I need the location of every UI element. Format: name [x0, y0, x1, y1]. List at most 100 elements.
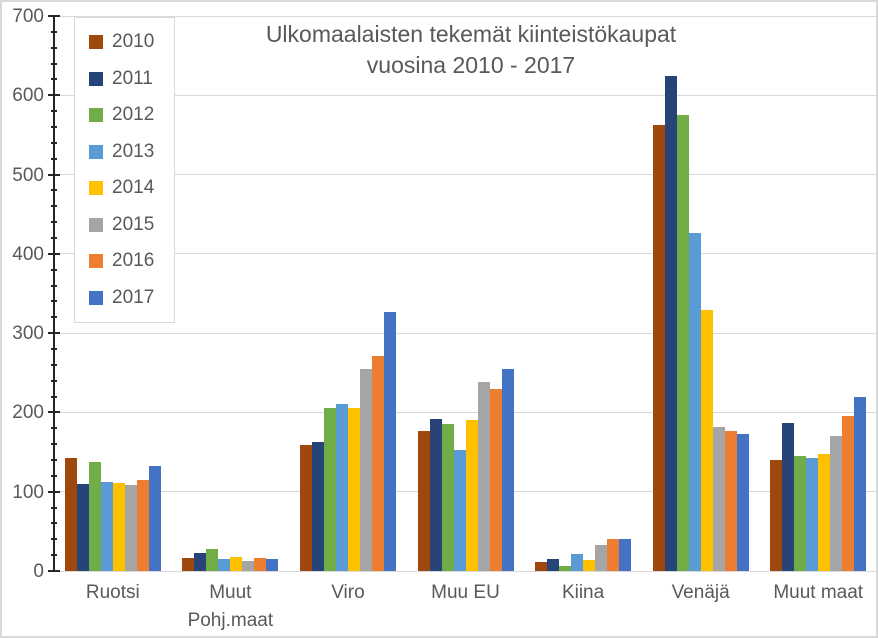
- x-category-label-muut-pohj-maat: Muut Pohj.maat: [187, 582, 274, 631]
- minor-tick-540: [51, 141, 57, 144]
- minor-tick-360: [51, 284, 57, 287]
- y-tick-label-0: 0: [33, 561, 44, 582]
- minor-tick-220: [51, 395, 57, 398]
- major-tick-300: [48, 332, 60, 335]
- y-tick-label-200: 200: [12, 402, 44, 424]
- x-category-label-ruotsi: Ruotsi: [85, 582, 140, 603]
- bar-2013-ruotsi: [100, 482, 113, 571]
- gridline-300: [54, 332, 876, 334]
- minor-tick-260: [51, 363, 57, 366]
- legend-item-2016: 2016: [89, 250, 174, 272]
- bar-2016-ruotsi: [136, 480, 149, 571]
- major-tick-200: [48, 411, 60, 414]
- minor-tick-160: [51, 443, 57, 446]
- x-category-label-venäjä: Venäjä: [671, 582, 730, 603]
- bar-2010-muut-pohj-maat: [182, 558, 195, 571]
- bar-2015-ruotsi: [124, 485, 137, 571]
- bar-2010-venäjä: [652, 125, 665, 571]
- bar-2014-muut-maat: [818, 454, 831, 571]
- bar-2014-muut-pohj-maat: [230, 557, 243, 571]
- bar-2013-venäjä: [688, 233, 701, 571]
- minor-tick-40: [51, 538, 57, 541]
- legend-label-2014: 2014: [112, 177, 155, 199]
- legend-swatch-2016: [89, 254, 103, 269]
- bar-2011-viro: [311, 442, 324, 571]
- legend-swatch-2011: [89, 71, 103, 86]
- y-tick-label-300: 300: [12, 323, 44, 345]
- legend: 2010 2011 2012 2013 2014 2015 2016 2017: [74, 17, 175, 323]
- minor-tick-640: [51, 62, 57, 65]
- gridline-600: [54, 94, 876, 96]
- gridline-200: [54, 411, 876, 413]
- legend-label-2010: 2010: [112, 31, 155, 53]
- legend-swatch-2010: [89, 35, 103, 50]
- bar-2017-muut-maat: [854, 397, 867, 571]
- minor-tick-480: [51, 189, 57, 192]
- minor-tick-320: [51, 316, 57, 319]
- minor-tick-20: [51, 554, 57, 557]
- bar-2015-muut-maat: [830, 436, 843, 571]
- bar-2017-venäjä: [736, 434, 749, 571]
- bar-2010-muu-eu: [417, 431, 430, 571]
- legend-item-2017: 2017: [89, 287, 174, 309]
- minor-tick-620: [51, 78, 57, 81]
- legend-item-2012: 2012: [89, 104, 174, 126]
- bar-2017-muu-eu: [501, 369, 514, 571]
- gridline-500: [54, 174, 876, 176]
- bar-2013-muut-pohj-maat: [218, 559, 231, 571]
- legend-item-2013: 2013: [89, 141, 174, 163]
- bar-2017-kiina: [619, 539, 632, 571]
- bar-2011-muu-eu: [429, 419, 442, 571]
- bar-2011-muut-pohj-maat: [194, 553, 207, 571]
- bar-2016-muut-maat: [842, 416, 855, 571]
- bar-2014-muu-eu: [465, 420, 478, 571]
- chart-subtitle: vuosina 2010 - 2017: [366, 52, 576, 78]
- minor-tick-660: [51, 46, 57, 49]
- legend-label-2015: 2015: [112, 213, 155, 235]
- x-category-label-muut-maat: Muut maat: [773, 582, 864, 603]
- major-tick-500: [48, 173, 60, 176]
- x-category-label-muu-eu: Muu EU: [431, 582, 500, 603]
- minor-tick-60: [51, 522, 57, 525]
- y-tick-label-700: 700: [12, 6, 44, 27]
- bar-2011-ruotsi: [76, 484, 89, 571]
- minor-tick-340: [51, 300, 57, 303]
- bar-2014-ruotsi: [112, 483, 125, 571]
- legend-swatch-2014: [89, 181, 103, 196]
- legend-item-2014: 2014: [89, 177, 174, 199]
- bar-2017-viro: [383, 312, 396, 571]
- bar-2012-muu-eu: [441, 424, 454, 571]
- bar-2014-kiina: [583, 560, 596, 571]
- bar-2013-kiina: [571, 554, 584, 571]
- legend-swatch-2017: [89, 290, 103, 305]
- major-tick-100: [48, 490, 60, 493]
- minor-tick-120: [51, 474, 57, 477]
- minor-tick-140: [51, 459, 57, 461]
- bar-2011-venäjä: [664, 76, 677, 571]
- minor-tick-420: [51, 237, 57, 239]
- gridline-700: [54, 15, 876, 17]
- minor-tick-280: [51, 348, 57, 350]
- bar-2010-ruotsi: [64, 458, 77, 571]
- bar-2010-muut-maat: [770, 460, 783, 571]
- minor-tick-80: [51, 506, 57, 509]
- bar-2012-viro: [323, 408, 336, 571]
- bar-2016-muu-eu: [489, 389, 502, 571]
- bar-2010-viro: [299, 445, 312, 571]
- legend-label-2012: 2012: [112, 104, 155, 126]
- bar-2017-ruotsi: [148, 466, 161, 571]
- minor-tick-680: [51, 30, 57, 33]
- bar-2016-venäjä: [724, 431, 737, 571]
- legend-item-2011: 2011: [89, 68, 174, 90]
- bar-2012-venäjä: [676, 115, 689, 571]
- y-tick-label-100: 100: [12, 481, 44, 503]
- y-tick-label-400: 400: [12, 243, 44, 265]
- bar-2015-venäjä: [712, 427, 725, 571]
- minor-tick-520: [51, 157, 57, 160]
- bar-2012-muut-pohj-maat: [206, 549, 219, 571]
- x-category-label-viro: Viro: [331, 582, 365, 603]
- minor-tick-380: [51, 268, 57, 271]
- y-axis-line: [53, 16, 55, 572]
- major-tick-700: [48, 15, 60, 17]
- bar-2015-viro: [359, 369, 372, 571]
